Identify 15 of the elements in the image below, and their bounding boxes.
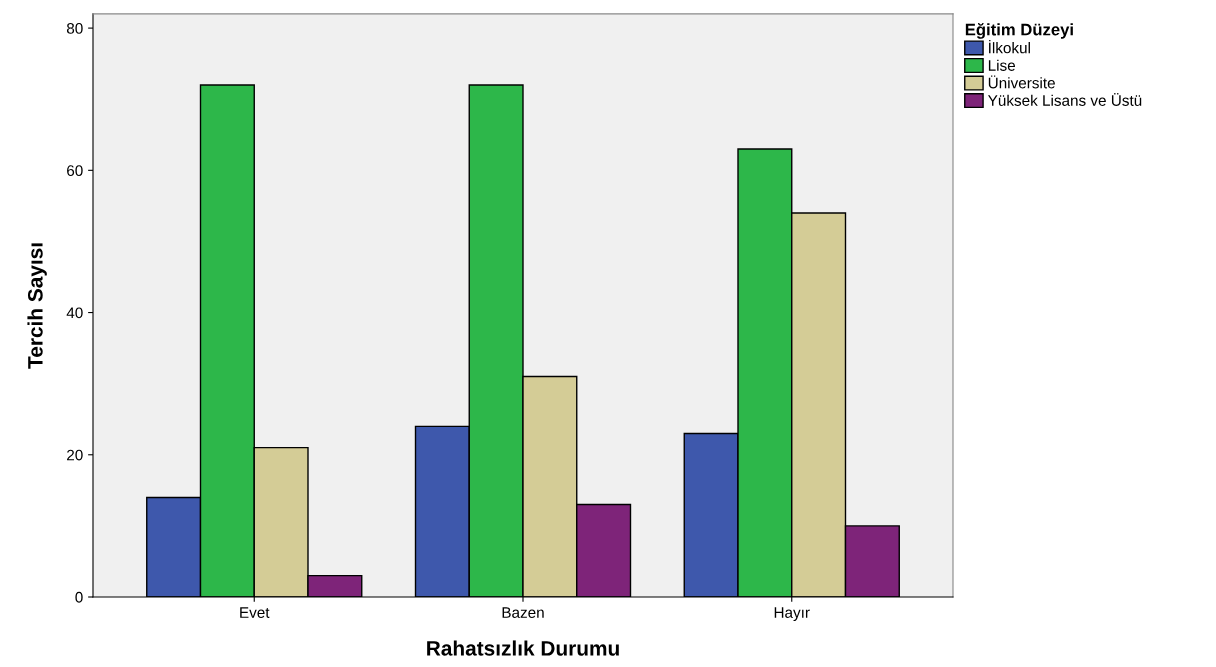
y-tick-label: 60 bbox=[67, 165, 83, 177]
legend-label: İlkokul bbox=[989, 39, 1030, 54]
x-tick-label: Evet bbox=[240, 607, 270, 618]
legend-label: Üniversite bbox=[988, 75, 1055, 89]
y-tick-label: 20 bbox=[67, 449, 83, 461]
y-axis-title: Tercih Sayısı bbox=[27, 243, 47, 369]
y-tick-label: 40 bbox=[66, 307, 83, 319]
legend-title: Eğitim Düzeyi bbox=[965, 23, 1073, 39]
x-tick-label: Hayır bbox=[774, 607, 810, 621]
y-tick-label: 0 bbox=[75, 591, 83, 603]
y-tick-label: 80 bbox=[66, 22, 83, 34]
x-tick-label: Bazen bbox=[502, 607, 544, 618]
x-axis-title: Rahatsızlık Durumu bbox=[427, 640, 619, 656]
legend-label: Yüksek Lisans ve Üstü bbox=[988, 93, 1142, 106]
legend-label: Lise bbox=[988, 59, 1016, 71]
